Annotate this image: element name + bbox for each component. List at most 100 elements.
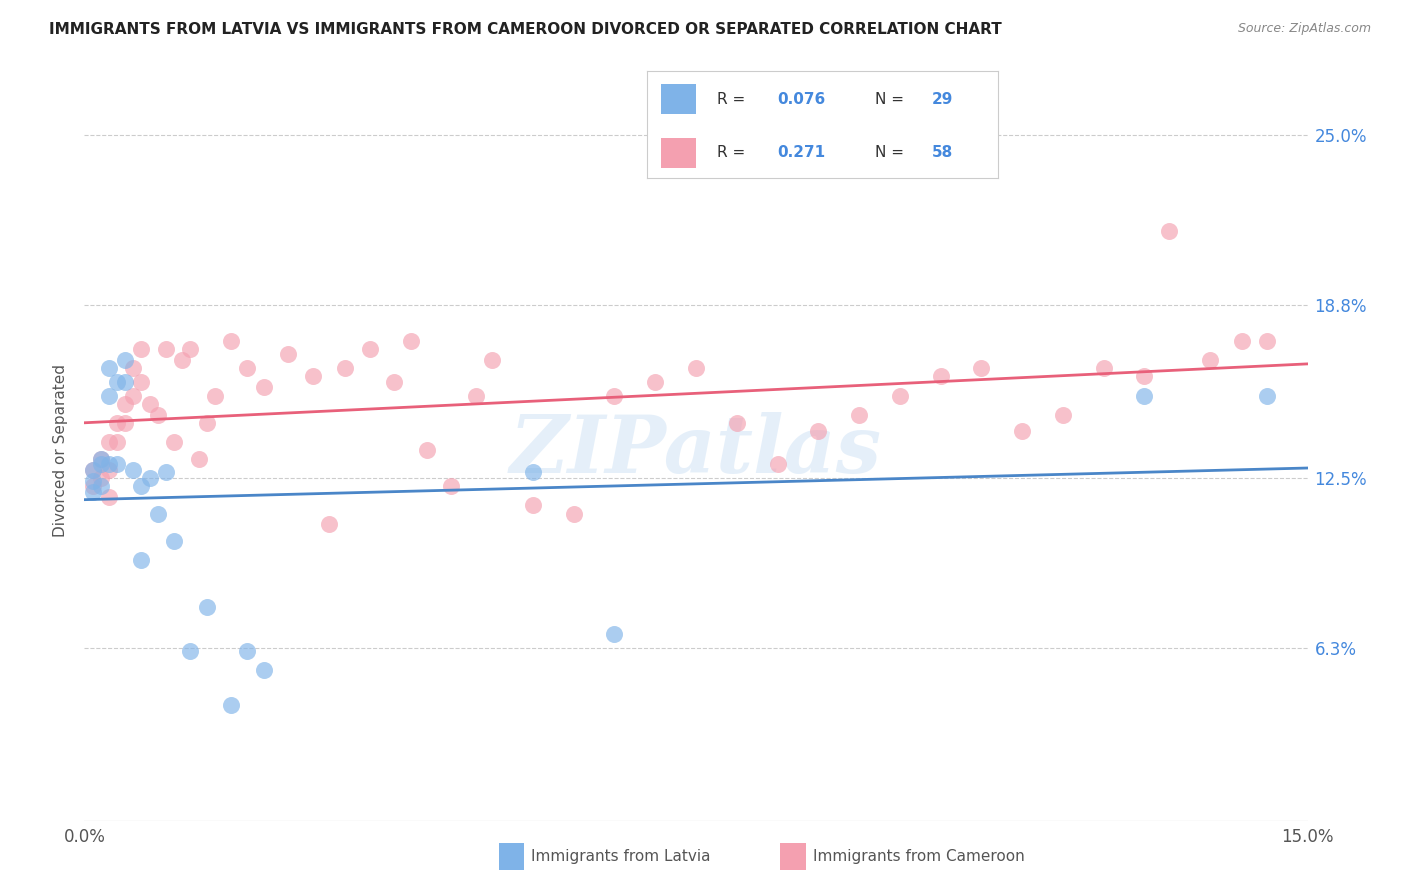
Point [253,663,276,677]
Point [105,416,128,430]
Point [219,698,242,713]
Point [138,397,160,411]
Point [131,342,153,356]
Text: R =: R = [717,92,751,107]
Text: IMMIGRANTS FROM LATVIA VS IMMIGRANTS FROM CAMEROON DIVORCED OR SEPARATED CORRELA: IMMIGRANTS FROM LATVIA VS IMMIGRANTS FRO… [49,22,1002,37]
Point [481,353,503,368]
Point [82,479,104,493]
Point [82,474,104,488]
Point [82,463,104,477]
Point [1198,353,1220,368]
Point [1133,369,1156,384]
Text: N =: N = [875,92,910,107]
Point [172,353,194,368]
Text: ZIPatlas: ZIPatlas [510,412,882,489]
Point [685,361,707,376]
Point [90,479,112,493]
Point [97,463,120,477]
Point [187,451,209,466]
Text: 0.076: 0.076 [778,92,825,107]
Point [114,353,136,368]
Point [219,334,242,348]
Point [179,342,201,356]
Point [163,533,186,548]
Point [1256,389,1278,403]
Point [253,380,276,394]
Text: 0.271: 0.271 [778,145,825,161]
Point [97,490,120,504]
Point [131,553,153,567]
Point [382,375,405,389]
Point [440,479,463,493]
Point [90,451,112,466]
Text: N =: N = [875,145,910,161]
Text: 58: 58 [932,145,953,161]
Point [146,408,169,422]
Point [1133,389,1156,403]
Point [195,416,218,430]
Point [122,389,145,403]
Point [195,599,218,614]
Point [97,435,120,450]
Point [301,369,323,384]
Point [97,457,120,471]
Point [522,498,544,512]
Point [725,416,748,430]
Point [105,435,128,450]
Point [335,361,357,376]
Point [889,389,911,403]
Point [236,361,259,376]
Point [603,389,626,403]
Point [155,342,177,356]
Point [122,361,145,376]
Point [236,643,259,657]
Point [90,457,112,471]
Point [179,643,201,657]
Point [90,451,112,466]
Point [82,484,104,499]
Point [131,375,153,389]
Point [105,457,128,471]
Point [131,479,153,493]
Point [105,375,128,389]
Point [1052,408,1074,422]
Point [970,361,993,376]
Point [1256,334,1278,348]
Point [155,466,177,480]
Point [522,466,544,480]
Point [318,517,340,532]
Point [603,627,626,641]
Point [644,375,666,389]
Point [399,334,422,348]
Point [90,471,112,485]
Text: 29: 29 [932,92,953,107]
Point [114,397,136,411]
FancyBboxPatch shape [661,84,696,114]
Text: Immigrants from Latvia: Immigrants from Latvia [531,849,711,863]
Point [359,342,381,356]
Point [848,408,870,422]
Point [562,507,585,521]
Point [163,435,186,450]
Point [1092,361,1115,376]
Point [807,424,830,438]
Point [929,369,952,384]
Point [464,389,486,403]
Point [766,457,789,471]
Point [138,471,160,485]
Point [97,361,120,376]
Point [97,389,120,403]
Text: Source: ZipAtlas.com: Source: ZipAtlas.com [1237,22,1371,36]
Point [122,463,145,477]
Point [204,389,226,403]
Text: Immigrants from Cameroon: Immigrants from Cameroon [813,849,1025,863]
Point [114,416,136,430]
Point [277,347,299,361]
FancyBboxPatch shape [661,137,696,168]
Point [114,375,136,389]
Point [82,463,104,477]
Point [416,443,439,458]
Point [1232,334,1254,348]
Point [1157,224,1180,238]
Text: R =: R = [717,145,751,161]
